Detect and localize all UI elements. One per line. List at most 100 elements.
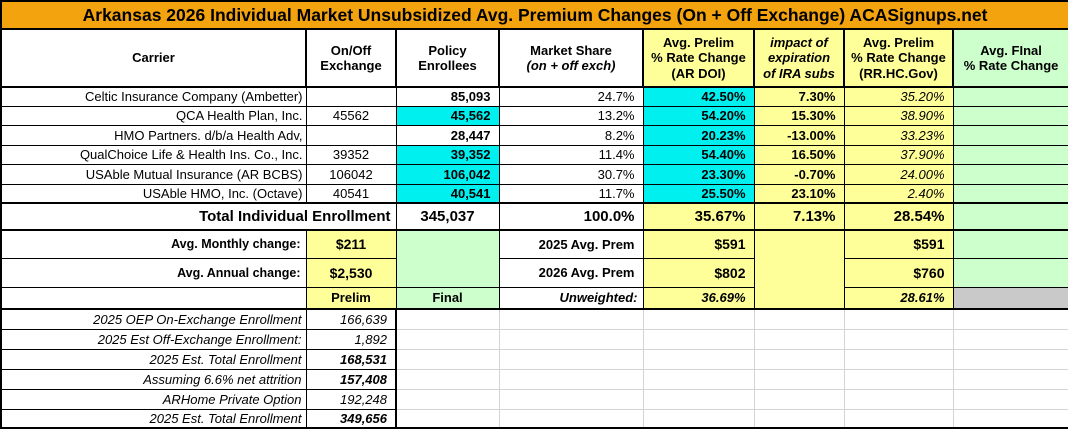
header-carrier[interactable]: Carrier — [0, 28, 307, 88]
empty-grid-cell[interactable] — [498, 368, 644, 390]
footer-label[interactable]: Assuming 6.6% net attrition — [0, 368, 307, 390]
empty-grid-cell[interactable] — [952, 348, 1068, 370]
empty-grid-cell[interactable] — [642, 328, 755, 350]
avg-monthly-value[interactable]: $211 — [305, 229, 397, 259]
cell-final-rate[interactable] — [952, 124, 1068, 146]
cell-carrier-name[interactable]: USAble Mutual Insurance (AR BCBS) — [0, 163, 307, 185]
empty-grid-cell[interactable] — [843, 328, 954, 350]
cell-carrier-name[interactable]: HMO Partners. d/b/a Health Adv, — [0, 124, 307, 146]
prem-2025-label[interactable]: 2025 Avg. Prem — [498, 229, 644, 259]
cell-policy-enrollees[interactable]: 39,352 — [395, 144, 500, 165]
empty-grid-cell[interactable] — [395, 308, 500, 330]
avg-monthly-label[interactable]: Avg. Monthly change: — [0, 229, 307, 259]
cell-onoff-exchange[interactable]: 45562 — [305, 105, 397, 126]
final-enrollees-placeholder[interactable] — [395, 229, 500, 288]
prem-2026-label[interactable]: 2026 Avg. Prem — [498, 257, 644, 288]
unweighted-final-cell[interactable] — [952, 286, 1068, 310]
cell-ira-impact[interactable]: -13.00% — [753, 124, 845, 146]
header-prelim-doi[interactable]: Avg. Prelim % Rate Change (AR DOI) — [642, 28, 755, 88]
header-onoff-exchange[interactable]: On/Off Exchange — [305, 28, 397, 88]
cell-ira-impact[interactable]: 7.30% — [753, 86, 845, 107]
total-policy-enrollees[interactable]: 345,037 — [395, 202, 500, 231]
empty-grid-cell[interactable] — [395, 368, 500, 390]
cell-carrier-name[interactable]: Celtic Insurance Company (Ambetter) — [0, 86, 307, 107]
empty-grid-cell[interactable] — [843, 348, 954, 370]
empty-grid-cell[interactable] — [395, 328, 500, 350]
header-prelim-rrhc[interactable]: Avg. Prelim % Rate Change (RR.HC.Gov) — [843, 28, 954, 88]
cell-ira-impact[interactable]: 16.50% — [753, 144, 845, 165]
footer-value[interactable]: 1,892 — [305, 328, 397, 350]
cell-market-share[interactable]: 11.7% — [498, 183, 644, 204]
empty-grid-cell[interactable] — [952, 308, 1068, 330]
prelim-header-cell[interactable]: Prelim — [305, 286, 397, 310]
cell-carrier-name[interactable]: QCA Health Plan, Inc. — [0, 105, 307, 126]
cell-market-share[interactable]: 8.2% — [498, 124, 644, 146]
empty-grid-cell[interactable] — [498, 328, 644, 350]
footer-value[interactable]: 349,656 — [305, 408, 397, 429]
cell-market-share[interactable]: 11.4% — [498, 144, 644, 165]
cell-prelim-doi[interactable]: 23.30% — [642, 163, 755, 185]
empty-grid-cell[interactable] — [843, 388, 954, 410]
empty-grid-cell[interactable] — [952, 368, 1068, 390]
cell-policy-enrollees[interactable]: 28,447 — [395, 124, 500, 146]
cell-prelim-rrhc[interactable]: 37.90% — [843, 144, 954, 165]
empty-grid-cell[interactable] — [642, 348, 755, 370]
empty-grid-cell[interactable] — [498, 348, 644, 370]
cell-carrier-name[interactable]: QualChoice Life & Health Ins. Co., Inc. — [0, 144, 307, 165]
empty-grid-cell[interactable] — [498, 308, 644, 330]
total-label[interactable]: Total Individual Enrollment — [0, 202, 397, 231]
footer-value[interactable]: 168,531 — [305, 348, 397, 370]
cell-ira-impact[interactable]: 15.30% — [753, 105, 845, 126]
header-final-rate[interactable]: Avg. FInal % Rate Change — [951, 28, 1068, 88]
footer-label[interactable]: 2025 Est Off-Exchange Enrollment: — [0, 328, 307, 350]
empty-grid-cell[interactable] — [843, 408, 954, 429]
header-policy-enrollees[interactable]: Policy Enrollees — [395, 28, 500, 88]
prem-2026-doi[interactable]: $802 — [642, 257, 755, 288]
empty-grid-cell[interactable] — [753, 348, 845, 370]
avg-annual-label[interactable]: Avg. Annual change: — [0, 257, 307, 288]
unweighted-doi[interactable]: 36.69% — [642, 286, 755, 310]
empty-grid-cell[interactable] — [753, 308, 845, 330]
cell-prelim-rrhc[interactable]: 33.23% — [843, 124, 954, 146]
empty-grid-cell[interactable] — [498, 408, 644, 429]
cell-policy-enrollees[interactable]: 85,093 — [395, 86, 500, 107]
empty-grid-cell[interactable] — [395, 388, 500, 410]
cell-prelim-rrhc[interactable]: 24.00% — [843, 163, 954, 185]
total-ira-impact[interactable]: 7.13% — [753, 202, 845, 231]
avg-monthly-final[interactable] — [952, 229, 1068, 259]
empty-grid-cell[interactable] — [753, 328, 845, 350]
footer-value[interactable]: 157,408 — [305, 368, 397, 390]
cell-prelim-rrhc[interactable]: 2.40% — [843, 183, 954, 204]
cell-prelim-doi[interactable]: 54.40% — [642, 144, 755, 165]
cell-market-share[interactable]: 30.7% — [498, 163, 644, 185]
header-ira-impact[interactable]: impact of expiration of IRA subs — [753, 28, 845, 88]
cell-final-rate[interactable] — [952, 163, 1068, 185]
total-prelim-doi[interactable]: 35.67% — [642, 202, 755, 231]
cell-onoff-exchange[interactable] — [305, 124, 397, 146]
footer-label[interactable]: 2025 OEP On-Exchange Enrollment — [0, 308, 307, 330]
cell-prelim-doi[interactable]: 54.20% — [642, 105, 755, 126]
empty-grid-cell[interactable] — [395, 348, 500, 370]
unweighted-rrhc[interactable]: 28.61% — [843, 286, 954, 310]
cell-final-rate[interactable] — [952, 183, 1068, 204]
footer-label[interactable]: ARHome Private Option — [0, 388, 307, 410]
cell-prelim-rrhc[interactable]: 35.20% — [843, 86, 954, 107]
unweighted-label[interactable]: Unweighted: — [498, 286, 644, 310]
cell-onoff-exchange[interactable]: 40541 — [305, 183, 397, 204]
footer-value[interactable]: 166,639 — [305, 308, 397, 330]
empty-grid-cell[interactable] — [753, 408, 845, 429]
cell-policy-enrollees[interactable]: 106,042 — [395, 163, 500, 185]
prem-2026-rrhc[interactable]: $760 — [843, 257, 954, 288]
cell-ira-impact[interactable]: -0.70% — [753, 163, 845, 185]
empty-grid-cell[interactable] — [642, 368, 755, 390]
cell-policy-enrollees[interactable]: 45,562 — [395, 105, 500, 126]
total-prelim-rrhc[interactable]: 28.54% — [843, 202, 954, 231]
empty-grid-cell[interactable] — [395, 408, 500, 429]
empty-cell[interactable] — [0, 286, 307, 310]
cell-ira-impact[interactable]: 23.10% — [753, 183, 845, 204]
cell-prelim-rrhc[interactable]: 38.90% — [843, 105, 954, 126]
cell-policy-enrollees[interactable]: 40,541 — [395, 183, 500, 204]
empty-grid-cell[interactable] — [498, 388, 644, 410]
cell-onoff-exchange[interactable] — [305, 86, 397, 107]
empty-grid-cell[interactable] — [642, 308, 755, 330]
